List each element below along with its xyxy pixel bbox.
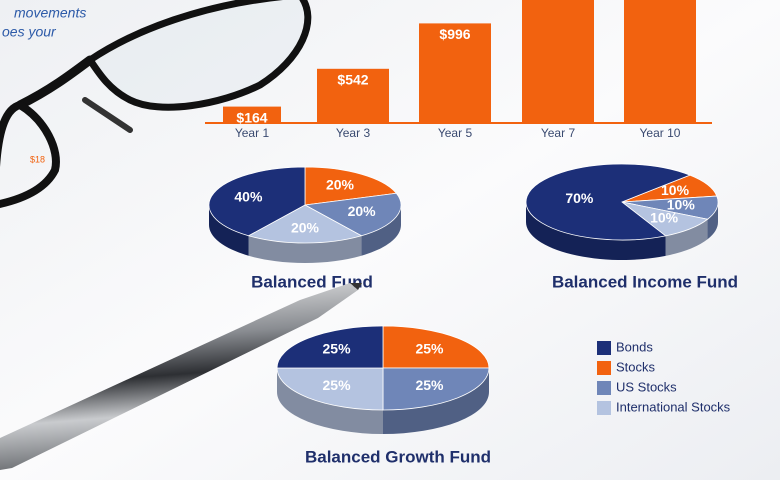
legend: Bonds Stocks US Stocks International Stocks xyxy=(597,339,731,415)
pie-slice xyxy=(382,367,490,411)
glasses xyxy=(0,0,312,208)
legend-swatch xyxy=(597,361,611,375)
data-label: 10% xyxy=(661,182,690,198)
charts: Year 1$164 Year 3 $542 Year 5 $996 Year 7 Year… xyxy=(205,0,738,466)
pie-slice xyxy=(303,192,402,237)
data-label: $164 xyxy=(236,109,267,125)
x-tick-label: Year 10 xyxy=(640,126,681,140)
data-label: 20% xyxy=(348,203,377,219)
data-label: 10% xyxy=(650,209,679,225)
legend-label: US Stocks xyxy=(616,379,677,394)
pie-slice xyxy=(382,325,490,369)
pie-side xyxy=(361,205,401,256)
data-label: 25% xyxy=(415,377,444,393)
pie-side xyxy=(665,219,708,256)
legend-swatch xyxy=(597,341,611,355)
legend-swatch xyxy=(597,401,611,415)
pie-slice xyxy=(525,163,691,241)
data-label: 20% xyxy=(326,177,355,193)
data-label: 25% xyxy=(415,340,444,356)
bar xyxy=(317,68,389,123)
x-tick-label: Year 3 xyxy=(336,126,371,140)
data-label: 20% xyxy=(291,219,320,235)
bar xyxy=(522,0,594,123)
data-label: 40% xyxy=(234,188,263,204)
pie-title: Balanced Growth Fund xyxy=(305,447,491,466)
document-text: $18 xyxy=(30,154,45,164)
pie-title: Balanced Income Fund xyxy=(552,272,738,291)
legend-label: Stocks xyxy=(616,359,656,374)
document-text: movements xyxy=(14,5,86,21)
x-tick-label: Year 7 xyxy=(541,126,576,140)
bar xyxy=(419,23,491,123)
bar xyxy=(624,0,696,123)
document-text: oes your xyxy=(2,24,57,40)
x-tick-label: Year 1 xyxy=(235,126,270,140)
pie-slice xyxy=(304,166,398,206)
pie-slice xyxy=(247,204,363,244)
pie-side xyxy=(277,368,383,434)
data-label: 25% xyxy=(323,377,352,393)
pie-slice xyxy=(276,325,384,369)
legend-swatch xyxy=(597,381,611,395)
pie-side xyxy=(209,205,249,256)
x-tick-label: Year 5 xyxy=(438,126,473,140)
data-label: $996 xyxy=(439,26,470,42)
data-label: 25% xyxy=(323,340,352,356)
data-label: 10% xyxy=(667,196,696,212)
pen xyxy=(0,283,362,470)
legend-label: Bonds xyxy=(616,339,653,354)
legend-label: International Stocks xyxy=(616,399,731,414)
data-label: 70% xyxy=(565,190,594,206)
pie-slice xyxy=(208,166,306,237)
bar xyxy=(223,106,281,123)
pie-side xyxy=(248,235,362,263)
pie-side xyxy=(526,202,666,260)
pie-slice xyxy=(276,367,384,411)
data-label: $542 xyxy=(337,72,368,88)
pie-side xyxy=(383,368,489,434)
